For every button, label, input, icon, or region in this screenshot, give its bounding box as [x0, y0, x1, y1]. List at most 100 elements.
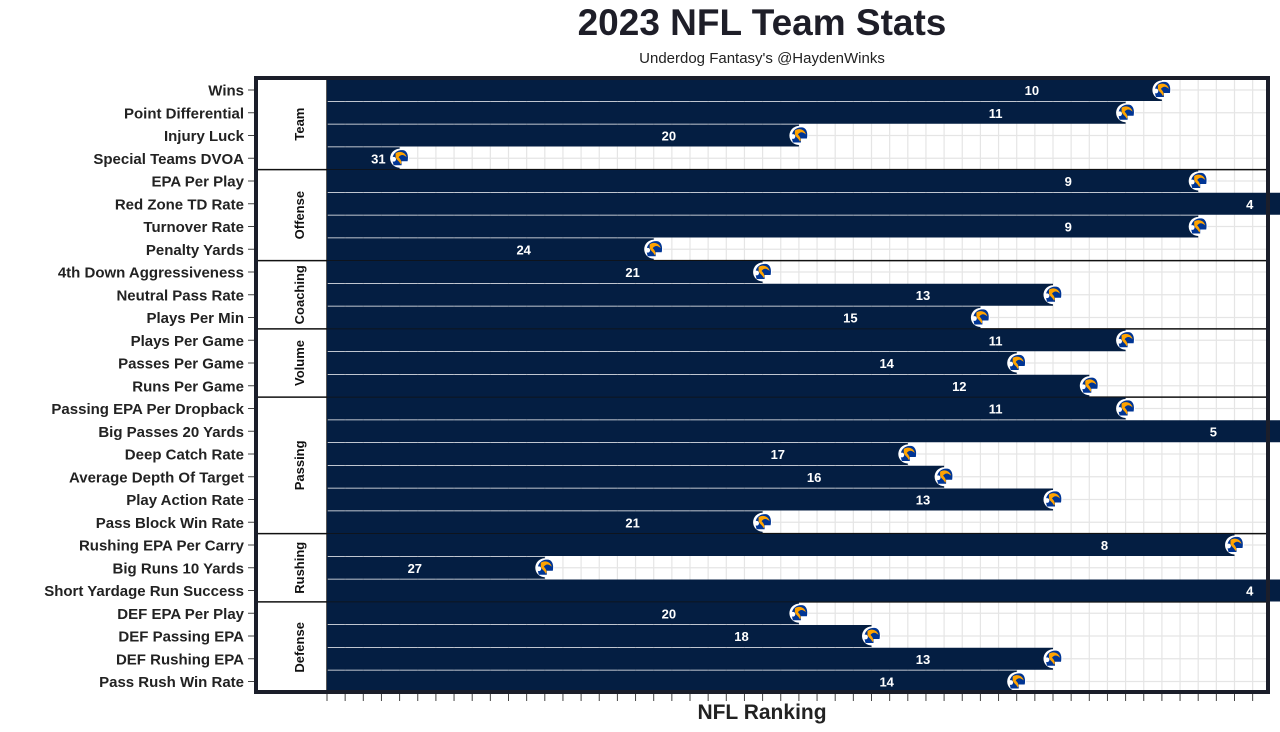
bar-rank-label: 9	[1065, 220, 1072, 235]
rams-helmet-icon	[1188, 171, 1208, 191]
rams-helmet-icon	[1079, 376, 1099, 396]
y-axis-label: Point Differential	[124, 105, 244, 122]
logo-horn	[758, 265, 770, 278]
y-axis-label: Neutral Pass Rate	[116, 287, 244, 304]
bar-rank-label: 21	[625, 265, 639, 280]
logo-ear	[391, 156, 396, 162]
bar	[327, 511, 763, 534]
bar-rank-label: 9	[1065, 174, 1072, 189]
y-axis-label: Rushing EPA Per Carry	[79, 538, 245, 555]
logo-ear	[536, 566, 542, 572]
logo-horn	[794, 606, 806, 620]
logo-ear	[1044, 498, 1050, 503]
logo-ear	[972, 316, 977, 321]
logo-horn	[649, 242, 661, 256]
logo-ear	[1226, 543, 1231, 549]
bar-rank-label: 31	[371, 151, 385, 166]
y-axis-label: EPA Per Play	[151, 174, 244, 191]
bar	[327, 124, 799, 147]
bar-rank-label: 24	[516, 242, 531, 257]
bar-rank-label: 11	[989, 106, 1003, 121]
bar-rank-label: 8	[1101, 538, 1108, 553]
bar	[327, 602, 799, 625]
bar-rank-label: 20	[662, 606, 676, 621]
logo-ear	[1080, 384, 1086, 390]
bar	[327, 352, 1017, 374]
logo-horn	[940, 470, 952, 483]
bar	[327, 647, 1053, 670]
logo-horn	[1121, 106, 1133, 119]
bar-rank-label: 14	[879, 356, 894, 371]
logo-horn	[1085, 379, 1097, 392]
y-axis-label: Turnover Rate	[143, 219, 244, 236]
facet-label: Volume	[292, 340, 307, 386]
y-axis-label: Short Yardage Run Success	[44, 583, 244, 600]
bar	[327, 170, 1199, 192]
bar-rank-label: 17	[771, 447, 785, 462]
y-axis-labels: Wins Point Differential Injury Luck Special…	[44, 83, 256, 691]
logo-ear	[645, 247, 651, 253]
logo-horn	[1121, 402, 1133, 415]
bar-rank-label: 13	[916, 652, 930, 667]
bar	[327, 261, 763, 283]
bar	[327, 534, 1235, 556]
bar	[327, 79, 1162, 101]
y-axis-label: Passes Per Game	[118, 356, 244, 373]
logo-horn	[1194, 174, 1206, 187]
logo-horn	[1049, 652, 1060, 665]
bar-rank-label: 5	[1210, 424, 1217, 439]
rams-helmet-icon	[934, 467, 954, 487]
y-axis-label: Plays Per Min	[146, 310, 244, 327]
bar	[327, 101, 1126, 124]
y-axis-label: Injury Luck	[164, 128, 245, 145]
logo-ear	[790, 134, 796, 139]
logo-horn	[1121, 333, 1133, 347]
logo-ear	[935, 475, 941, 481]
logo-ear	[1189, 179, 1195, 185]
y-axis-label: Pass Block Win Rate	[96, 515, 244, 532]
y-axis-label: Play Action Rate	[126, 492, 244, 509]
facet-strips: Team Offense Coaching Volume Passing Rushing D…	[256, 78, 1268, 692]
bar-rank-label: 15	[843, 311, 857, 326]
rams-helmet-icon	[753, 262, 773, 282]
bar	[327, 488, 1053, 511]
logo-ear	[863, 634, 868, 640]
rams-helmet-icon	[1043, 649, 1063, 669]
y-axis-label: Pass Rush Win Rate	[99, 674, 244, 691]
facet-label: Rushing	[292, 542, 307, 594]
bar-rank-label: 12	[952, 379, 966, 394]
bar	[327, 192, 1280, 215]
bar	[327, 238, 654, 261]
rams-helmet-icon	[644, 239, 664, 259]
bar	[327, 420, 1280, 443]
rams-helmet-icon	[1116, 399, 1136, 418]
logo-ear	[899, 452, 905, 458]
logo-horn	[794, 129, 806, 142]
y-axis-label: DEF Passing EPA	[118, 629, 244, 646]
bar	[327, 306, 981, 329]
rams-helmet-icon	[789, 126, 809, 145]
logo-horn	[758, 515, 770, 529]
logo-horn	[903, 447, 915, 460]
logo-horn	[1194, 220, 1206, 233]
rams-helmet-icon	[789, 603, 809, 623]
bar	[327, 147, 400, 170]
rams-helmet-icon	[1225, 535, 1244, 555]
rams-helmet-icon	[1116, 103, 1136, 123]
facet-label: Offense	[292, 191, 307, 239]
logo-ear	[1117, 111, 1122, 117]
logo-horn	[1230, 538, 1242, 551]
logo-ear	[1117, 407, 1122, 412]
y-axis-label: 4th Down Aggressiveness	[58, 265, 244, 282]
facet-label: Passing	[292, 440, 307, 490]
rams-helmet-icon	[753, 512, 773, 532]
y-axis-label: Wins	[208, 83, 244, 100]
rams-helmet-icon	[535, 558, 555, 578]
logo-ear	[790, 611, 796, 617]
facet-label: Defense	[292, 622, 307, 673]
rams-helmet-icon	[862, 626, 881, 646]
bar-rank-label: 13	[916, 288, 930, 303]
bar-rank-label: 10	[1025, 83, 1039, 98]
bar-rank-label: 4	[1246, 197, 1254, 212]
rams-helmet-icon	[898, 444, 918, 464]
